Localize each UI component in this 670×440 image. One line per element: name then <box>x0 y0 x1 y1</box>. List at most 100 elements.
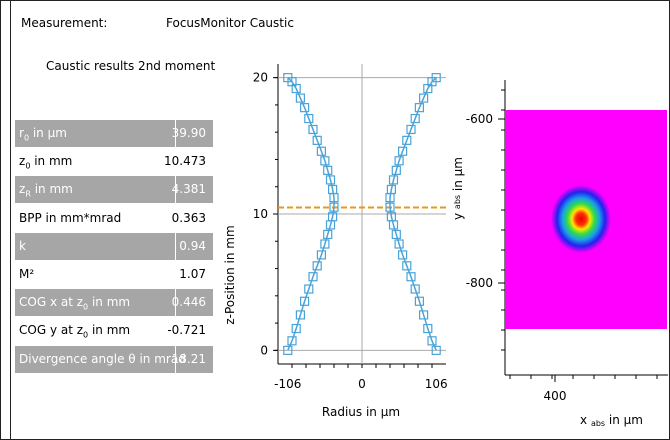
caustic-data-point <box>386 212 396 222</box>
caustic-data-point <box>414 296 424 306</box>
result-label-rest: in mm <box>30 154 73 169</box>
caustic-data-point <box>323 165 333 175</box>
beam-y-tick-label: -800 <box>466 276 493 290</box>
result-label-main: k <box>19 238 26 253</box>
result-label: z0 in mm <box>19 154 72 170</box>
caustic-data-point <box>431 73 441 83</box>
result-label: COG y at z0 in mm <box>19 323 130 339</box>
caustic-data-point <box>406 124 416 135</box>
result-label-main: M² <box>19 266 35 281</box>
caustic-data-point <box>312 261 322 271</box>
caustic-y-tick-label: 20 <box>253 71 268 85</box>
caustic-x-tick-label: -106 <box>274 377 301 391</box>
beam-profile-chart: -600 -800 400 x abs in µm y abs in µm <box>449 80 668 428</box>
result-value: -0.721 <box>167 323 206 338</box>
caustic-data-point <box>419 310 429 320</box>
beam-spot <box>551 185 611 253</box>
cell-separator <box>175 232 176 260</box>
caustic-chart: 0 10 20 -106 0 106 Radius in µm z-Position in… <box>223 64 448 419</box>
caustic-data-point <box>325 175 336 185</box>
caustic-data-point <box>398 250 408 260</box>
beam-y-axis-label-unit: in µm <box>451 157 465 191</box>
caustic-data-point <box>283 73 293 83</box>
caustic-data-point <box>385 202 395 212</box>
result-label-rest: in µm <box>29 126 67 140</box>
result-label-main: COG x at z <box>19 295 84 310</box>
caustic-data-point <box>316 250 327 260</box>
caustic-data-point <box>299 103 310 113</box>
caustic-data-point <box>414 103 424 113</box>
caustic-data-point <box>308 124 318 135</box>
beam-x-tick-label: 400 <box>544 389 567 403</box>
result-label: k <box>19 239 26 253</box>
result-label-rest: in mm <box>88 295 131 310</box>
result-label-main: r <box>19 126 24 140</box>
result-label-rest: in mm <box>30 182 73 197</box>
result-label: Divergence angle θ in mrad <box>19 352 186 366</box>
caustic-data-point <box>295 93 306 103</box>
result-label-main: Divergence angle θ in mrad <box>19 351 186 366</box>
result-label: zR in mm <box>19 182 73 198</box>
caustic-data-point <box>291 323 301 334</box>
results-row: Divergence angle θ in mrad 18.21 <box>15 345 213 373</box>
result-value: 10.473 <box>164 154 206 169</box>
caustic-data-point <box>398 146 408 156</box>
result-label-main: z <box>19 154 26 169</box>
result-label-sub: 0 <box>83 302 89 312</box>
caustic-subtitle: Caustic results 2nd moment <box>46 59 216 73</box>
results-row: zR in mm 4.381 <box>15 176 213 204</box>
caustic-x-tick-label: 106 <box>425 377 448 391</box>
beam-x-axis-label-unit: in µm <box>609 413 643 427</box>
caustic-data-point <box>410 284 420 294</box>
results-row: r0 in µm 39.90 <box>15 120 213 147</box>
caustic-data-point <box>419 93 429 103</box>
caustic-data-point <box>431 345 441 355</box>
caustic-data-point <box>394 239 404 249</box>
beam-y-axis-label: y abs in µm <box>449 157 465 220</box>
result-label: r0 in µm <box>19 126 67 142</box>
caustic-data-point <box>410 113 420 124</box>
beam-y-axis-label-y: y <box>451 213 465 220</box>
caustic-data-point <box>386 184 396 195</box>
results-row: BPP in mm*mrad 0.363 <box>15 205 213 232</box>
result-label: COG x at z0 in mm <box>19 295 130 311</box>
caustic-y-axis-label: z-Position in mm <box>223 225 237 324</box>
left-border-line <box>10 0 11 440</box>
result-label: M² <box>19 267 34 281</box>
result-value: 4.381 <box>171 182 206 197</box>
caustic-series-line <box>287 77 335 351</box>
beam-y-tick-label: -600 <box>466 112 493 126</box>
caustic-data-point <box>304 113 314 124</box>
caustic-data-point <box>406 272 416 282</box>
measurement-value: FocusMonitor Caustic <box>166 16 294 30</box>
caustic-data-point <box>323 229 333 240</box>
caustic-data-point <box>394 156 404 166</box>
result-value: 39.90 <box>171 126 206 140</box>
caustic-data-point <box>320 239 330 249</box>
caustic-data-point <box>427 336 437 346</box>
caustic-data-point <box>312 135 322 145</box>
result-value: 0.94 <box>179 238 206 253</box>
beam-x-axis-label-x: x <box>580 413 587 427</box>
caustic-series-line <box>389 77 437 351</box>
caustic-data-point <box>402 261 412 271</box>
caustic-data-point <box>308 272 318 282</box>
result-label-main: z <box>19 182 26 197</box>
results-row: COG y at z0 in mm -0.721 <box>15 317 213 344</box>
results-row: COG x at z0 in mm 0.446 <box>15 289 213 317</box>
result-label-sub: R <box>25 189 31 199</box>
caustic-data-point <box>391 229 401 240</box>
results-table: r0 in µm 39.90 z0 in mm 10.473 zR in mm 4.381… <box>15 120 213 374</box>
result-label: BPP in mm*mrad <box>19 211 121 225</box>
beam-y-axis-label-abs: abs <box>453 195 462 209</box>
result-label-rest: in mm <box>88 323 131 338</box>
caustic-data-point <box>327 212 338 222</box>
caustic-data-point <box>402 135 412 145</box>
caustic-data-point <box>329 202 339 212</box>
cell-separator <box>175 120 176 147</box>
result-label-main: COG y at z <box>19 323 84 338</box>
result-label-main: BPP in mm*mrad <box>19 210 122 225</box>
caustic-y-tick-label: 0 <box>260 343 268 357</box>
caustic-data-point <box>316 146 327 156</box>
caustic-data-point <box>287 336 297 346</box>
